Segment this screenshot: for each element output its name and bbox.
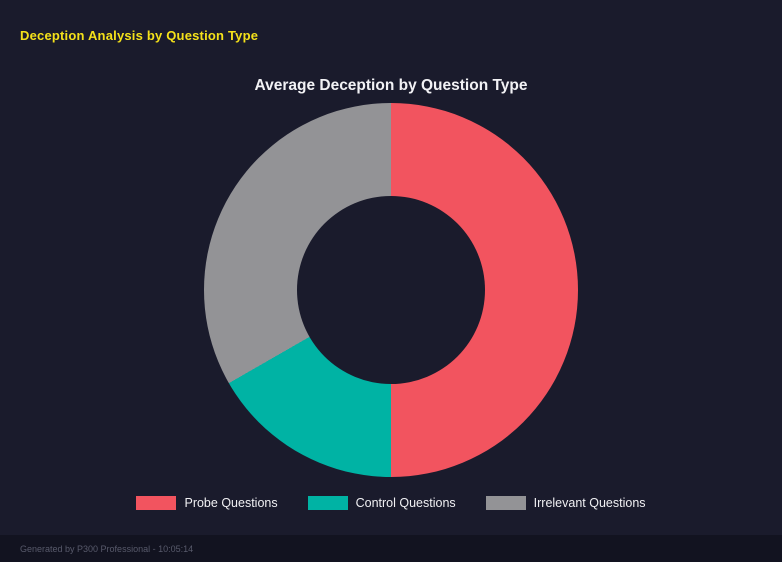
legend-item-control[interactable]: Control Questions (307, 496, 456, 510)
legend-swatch-control (307, 496, 348, 510)
legend-swatch-probe (136, 496, 177, 510)
legend-swatch-irrelevant (485, 496, 526, 510)
donut-chart[interactable] (204, 103, 578, 477)
chart-legend: Probe Questions Control Questions Irrele… (0, 496, 782, 510)
status-bar: Generated by P300 Professional - 10:05:1… (0, 535, 782, 562)
legend-item-irrelevant[interactable]: Irrelevant Questions (485, 496, 646, 510)
legend-item-probe[interactable]: Probe Questions (136, 496, 278, 510)
chart-title: Average Deception by Question Type (254, 77, 528, 94)
legend-label-irrelevant: Irrelevant Questions (533, 496, 646, 510)
generated-by-text: Generated by P300 Professional - 10:05:1… (20, 543, 194, 554)
legend-label-probe: Probe Questions (184, 496, 278, 510)
legend-label-control: Control Questions (355, 496, 456, 510)
page-title: Deception Analysis by Question Type (20, 28, 259, 43)
